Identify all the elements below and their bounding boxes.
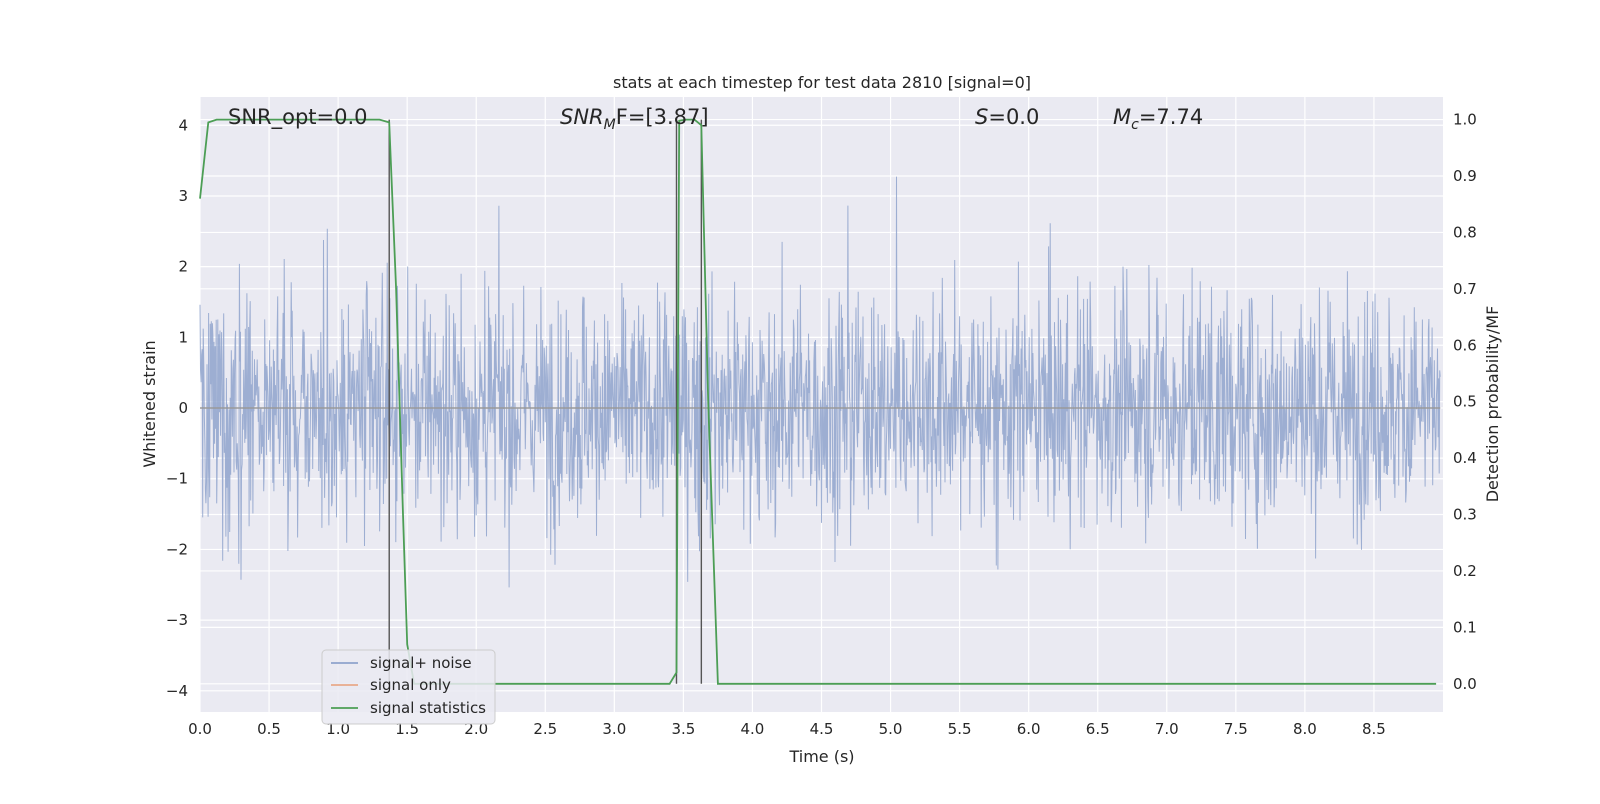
mc-rest: =7.74: [1139, 105, 1203, 129]
y-ticks-left: −4 −3 −2 −1 0 1 2 3 4: [166, 116, 188, 700]
legend-label-stats: signal statistics: [370, 699, 486, 717]
chart-title: stats at each timestep for test data 281…: [613, 73, 1031, 92]
x-tick-label: 2.5: [533, 720, 557, 738]
x-tick-label: 7.0: [1155, 720, 1179, 738]
y-tick-label-left: 2: [178, 258, 188, 276]
y-tick-label-right: 0.9: [1453, 167, 1477, 185]
legend-label-signal: signal only: [370, 676, 451, 694]
y-tick-label-left: 1: [178, 328, 188, 346]
y-tick-label-left: 3: [178, 187, 188, 205]
y-axis-label-right: Detection probability/MF: [1483, 306, 1502, 503]
x-tick-label: 6.5: [1086, 720, 1110, 738]
legend: signal+ noise signal only signal statist…: [321, 649, 496, 725]
s-rest: =0.0: [988, 105, 1039, 129]
y-tick-label-right: 1.0: [1453, 111, 1477, 129]
y-tick-label-right: 0.1: [1453, 618, 1477, 636]
s-main: S: [975, 105, 988, 129]
x-ticks: 0.0 0.5 1.0 1.5 2.0 2.5 3.0 3.5 4.0 4.5 5.0 5.5 6.0 6…: [188, 720, 1386, 738]
snr-mf-sub: M: [604, 117, 616, 133]
y-tick-label-right: 0.8: [1453, 223, 1477, 241]
x-axis-label: Time (s): [788, 747, 854, 766]
mc-sub: c: [1131, 117, 1139, 133]
signal-noise-series: [199, 176, 1441, 588]
y-tick-label-right: 0.6: [1453, 336, 1477, 354]
signal-noise-line: [199, 176, 1441, 588]
y-tick-label-left: −2: [166, 540, 188, 558]
x-tick-label: 0.0: [188, 720, 212, 738]
snr-mf-rest: F=[3.87]: [616, 105, 709, 129]
x-tick-label: 7.5: [1224, 720, 1248, 738]
x-tick-label: 8.5: [1362, 720, 1386, 738]
y-tick-label-left: −3: [166, 611, 188, 629]
x-tick-label: 5.5: [948, 720, 972, 738]
x-tick-label: 6.0: [1017, 720, 1041, 738]
y-tick-label-right: 0.7: [1453, 280, 1477, 298]
y-tick-label-right: 0.4: [1453, 449, 1477, 467]
snr-mf-main: SNR: [560, 105, 604, 129]
x-tick-label: 0.5: [257, 720, 281, 738]
y-ticks-right: 0.0 0.1 0.2 0.3 0.4 0.5 0.6 0.7 0.8 0.9 1.0: [1453, 111, 1477, 693]
y-axis-label-left: Whitened strain: [140, 340, 159, 467]
legend-label-noise: signal+ noise: [370, 654, 472, 672]
x-tick-label: 4.0: [741, 720, 765, 738]
legend-box: [321, 649, 496, 725]
y-tick-label-right: 0.5: [1453, 393, 1477, 411]
x-tick-label: 3.5: [671, 720, 695, 738]
mc-main: M: [1113, 105, 1131, 129]
x-tick-label: 3.0: [602, 720, 626, 738]
y-tick-label-left: −4: [166, 682, 188, 700]
snr-opt-annotation: SNR_opt=0.0: [228, 105, 368, 130]
signal-statistics-series: [199, 118, 1437, 685]
y-tick-label-left: 4: [178, 116, 188, 134]
s-annotation: S=0.0: [975, 105, 1039, 129]
y-tick-label-left: −1: [166, 470, 188, 488]
y-tick-label-left: 0: [178, 399, 188, 417]
x-tick-label: 4.5: [810, 720, 834, 738]
y-tick-label-right: 0.2: [1453, 562, 1477, 580]
x-tick-label: 5.0: [879, 720, 903, 738]
y-tick-label-right: 0.3: [1453, 506, 1477, 524]
x-tick-label: 8.0: [1293, 720, 1317, 738]
snr-mf-annotation: SNRMF=[3.87]: [560, 105, 709, 133]
y-tick-label-right: 0.0: [1453, 675, 1477, 693]
mc-annotation: Mc=7.74: [1113, 105, 1203, 133]
signal-statistics-line: [199, 118, 1437, 685]
